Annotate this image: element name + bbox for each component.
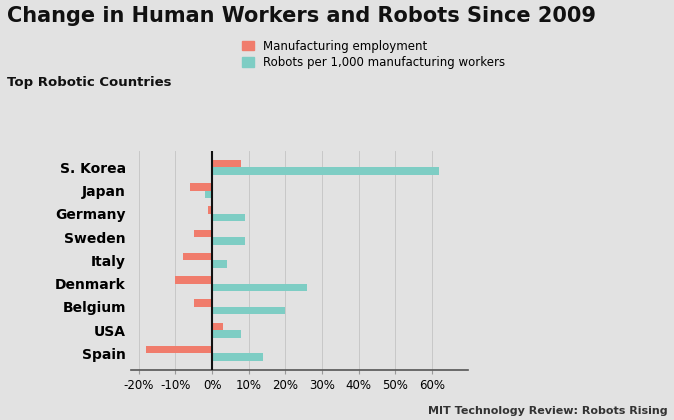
Bar bbox=[212, 307, 285, 314]
Text: Change in Human Workers and Robots Since 2009: Change in Human Workers and Robots Since… bbox=[7, 6, 596, 26]
Bar bbox=[205, 191, 212, 198]
Bar bbox=[212, 323, 223, 330]
Bar bbox=[212, 168, 439, 175]
Bar bbox=[208, 207, 212, 214]
Bar bbox=[212, 214, 245, 221]
Bar bbox=[212, 160, 241, 168]
Bar bbox=[175, 276, 212, 284]
Bar bbox=[183, 253, 212, 260]
Bar bbox=[146, 346, 212, 353]
Text: Top Robotic Countries: Top Robotic Countries bbox=[7, 76, 171, 89]
Bar bbox=[212, 353, 264, 361]
Bar bbox=[212, 237, 245, 244]
Bar bbox=[193, 230, 212, 237]
Bar bbox=[193, 299, 212, 307]
Bar bbox=[190, 183, 212, 191]
Bar bbox=[212, 284, 307, 291]
Legend: Manufacturing employment, Robots per 1,000 manufacturing workers: Manufacturing employment, Robots per 1,0… bbox=[242, 39, 506, 69]
Bar bbox=[212, 260, 226, 268]
Text: MIT Technology Review: Robots Rising: MIT Technology Review: Robots Rising bbox=[427, 406, 667, 416]
Bar bbox=[212, 330, 241, 338]
